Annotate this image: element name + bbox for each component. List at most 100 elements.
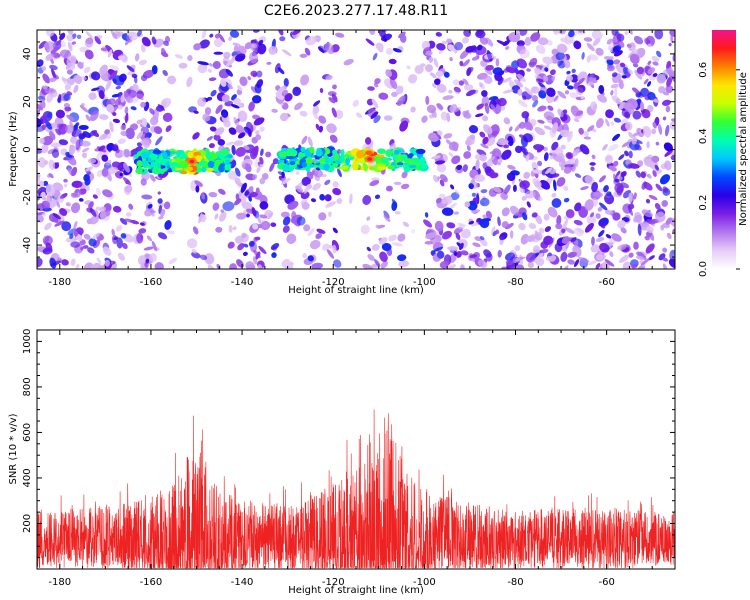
spectrogram-cell (518, 30, 528, 36)
spectrogram-y-label: Frequency (Hz) (8, 111, 19, 187)
spectrogram-y-ticks: -40 -20 0 20 40 (22, 41, 675, 258)
spectrogram-cell (125, 96, 134, 104)
spectrogram-cell (102, 246, 112, 256)
spectrogram-cell (301, 135, 308, 145)
spectrogram-cell (434, 220, 444, 232)
spectrogram-cell (166, 230, 175, 234)
spectrogram-cell (40, 118, 44, 124)
spectrogram-cell (566, 75, 573, 82)
spectrogram-cell (481, 90, 488, 97)
spectrogram-cell (67, 41, 73, 52)
spectrogram-cell (63, 49, 70, 60)
spectrogram-cell (648, 255, 655, 261)
spectrogram-cell (260, 148, 264, 157)
spectrogram-cell (475, 30, 486, 39)
spectrogram-cell (455, 250, 462, 258)
spectrogram-cell (71, 180, 83, 188)
spectrogram-cell (561, 228, 566, 234)
spectrogram-cell (591, 30, 603, 40)
signal-band-cell (300, 146, 306, 153)
spectrogram-cell (157, 191, 161, 195)
spectrogram-cell (81, 152, 88, 159)
spectrogram-cell (453, 251, 458, 256)
spectrogram-cell (614, 182, 625, 194)
spectrogram-cell (70, 136, 78, 144)
signal-band-cell (408, 164, 417, 169)
spectrogram-cell (590, 212, 595, 218)
spectrogram-cell (613, 117, 621, 123)
spectrogram-cell (254, 236, 261, 241)
spectrogram-cell (526, 121, 533, 131)
spectrogram-cell (497, 216, 501, 227)
spectrogram-cell (652, 72, 658, 78)
spectrogram-cell (117, 138, 126, 144)
spectrogram-cell (497, 97, 507, 107)
spectrogram-cell (125, 179, 130, 185)
spectrogram-cell (471, 56, 480, 61)
spectrogram-cell (531, 212, 538, 218)
spectrogram-cell (398, 260, 410, 268)
spectrogram-cell (633, 241, 639, 250)
spectrogram-cell (449, 57, 453, 62)
spectrogram-cell (331, 93, 338, 103)
spectrogram-cell (365, 137, 372, 145)
spectrogram-cell (257, 216, 262, 224)
spectrogram-cell (591, 181, 598, 193)
spectrogram-cell (111, 144, 119, 152)
spectrogram-cell (618, 154, 625, 161)
spectrogram-cell (672, 228, 675, 233)
spectrogram-cell (509, 205, 520, 216)
spectrogram-cell (570, 74, 579, 83)
signal-band-cell (187, 151, 194, 159)
spectrogram-cell (647, 43, 652, 48)
x-tick-label: -100 (413, 277, 436, 288)
x-tick-label: -140 (231, 277, 254, 288)
spectrogram-cell (281, 89, 288, 97)
spectrogram-cell (479, 131, 486, 138)
spectrogram-cell (271, 252, 277, 258)
spectrogram-cell (248, 101, 255, 112)
spectrogram-cell (245, 261, 255, 269)
spectrogram-cell (44, 236, 50, 245)
spectrogram-cell (441, 197, 448, 205)
spectrogram-cell (557, 90, 567, 99)
spectrogram-cell (120, 124, 127, 131)
spectrogram-cell (537, 105, 547, 112)
spectrogram-cell (518, 121, 526, 129)
spectrogram-cell (647, 67, 656, 75)
spectrogram-cell (214, 213, 219, 220)
spectrogram-cell (268, 46, 277, 55)
spectrogram-cell (206, 96, 213, 101)
spectrogram-cell (465, 45, 475, 53)
colorbar-tick-label: 0.0 (698, 261, 709, 277)
spectrogram-cell (42, 73, 51, 84)
spectrogram-cell (583, 37, 593, 42)
spectrogram-cell (114, 98, 121, 107)
spectrogram-cell (48, 159, 56, 170)
spectrogram-cell (479, 218, 490, 229)
spectrogram-cell (85, 31, 93, 39)
spectrogram-cell (497, 156, 503, 166)
spectrogram-cell (155, 105, 165, 112)
spectrogram-cell (330, 134, 338, 143)
spectrogram-cell (462, 110, 471, 119)
x-tick-label: -160 (140, 577, 163, 588)
spectrogram-cell (295, 171, 300, 175)
spectrogram-cell (208, 68, 212, 73)
spectrogram-cell (537, 119, 545, 124)
spectrogram-cell (55, 109, 65, 119)
spectrogram-cell (132, 83, 139, 91)
spectrogram-cell (245, 150, 250, 154)
spectrogram-cell (628, 140, 640, 151)
spectrogram-cell (234, 177, 241, 185)
spectrogram-cell (397, 233, 406, 242)
spectrogram-cell (59, 32, 66, 41)
spectrogram-cell (551, 192, 557, 198)
spectrogram-cell (165, 125, 172, 132)
spectrogram-cell (107, 49, 113, 58)
spectrogram-cell (523, 171, 531, 179)
spectrogram-cell (517, 88, 523, 96)
signal-band-cell (304, 157, 313, 165)
spectrogram-cell (627, 205, 634, 216)
spectrogram-cell (478, 81, 485, 90)
